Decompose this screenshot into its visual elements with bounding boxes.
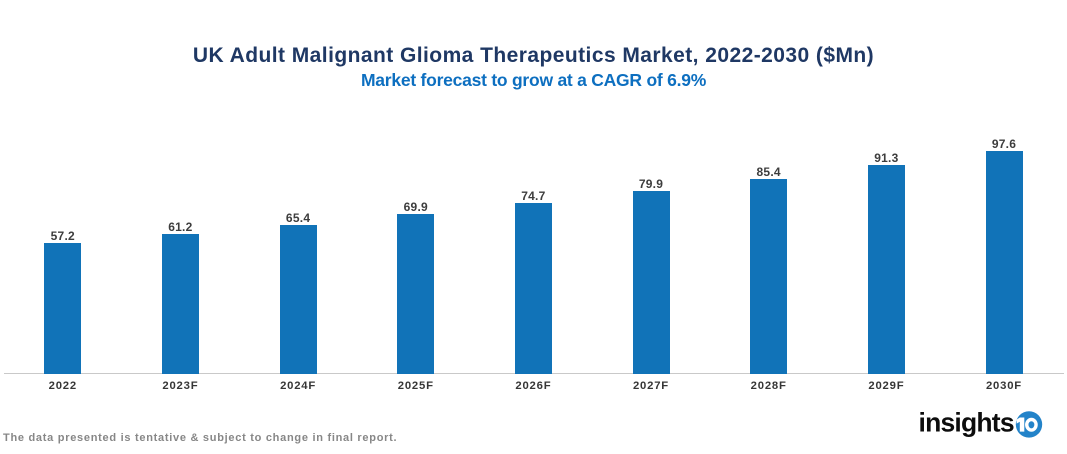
svg-text:insights: insights — [919, 408, 1014, 438]
